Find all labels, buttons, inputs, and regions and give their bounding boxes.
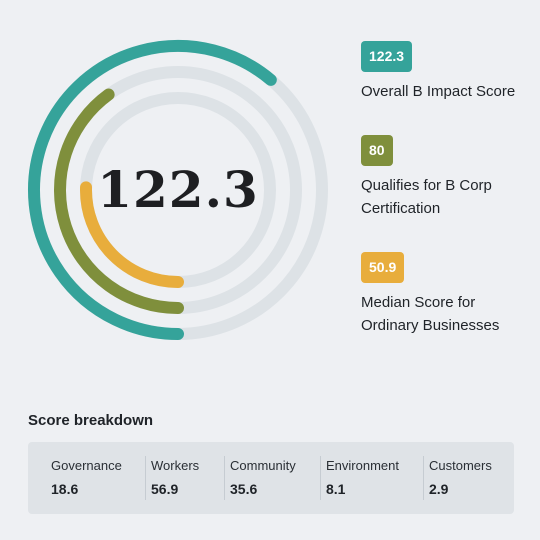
legend-item-median: 50.9 Median Score for Ordinary Businesse…: [361, 252, 531, 337]
median-score-label: Median Score for Ordinary Businesses: [361, 294, 500, 334]
overall-score-badge: 122.3: [361, 41, 413, 72]
breakdown-value: 8.1: [326, 481, 346, 497]
breakdown-label: Governance: [51, 458, 122, 473]
median-score-badge: 50.9: [361, 252, 405, 283]
legend-item-certification: 80 Qualifies for B Corp Certification: [361, 135, 531, 220]
breakdown-label: Environment: [326, 458, 399, 473]
breakdown-value: 56.9: [151, 481, 179, 497]
breakdown-value: 35.6: [230, 481, 258, 497]
breakdown-divider: [224, 456, 225, 500]
breakdown-panel: Governance 18.6 Workers 56.9 Community 3…: [28, 442, 514, 514]
breakdown-label: Community: [230, 458, 296, 473]
breakdown-value: 18.6: [51, 481, 79, 497]
ring-arc-median: [80, 181, 184, 288]
ring-arc-overall: [28, 40, 277, 340]
certification-score-badge: 80: [361, 135, 393, 166]
overall-score-label: Overall B Impact Score: [361, 83, 516, 100]
certification-score-label: Qualifies for B Corp Certification: [361, 177, 492, 217]
breakdown-divider: [423, 456, 424, 500]
breakdown-title: Score breakdown: [28, 412, 154, 429]
breakdown-label: Workers: [151, 458, 200, 473]
ring-arc-certification: [54, 88, 184, 314]
center-score: 122.3: [97, 160, 259, 219]
legend-item-overall: 122.3 Overall B Impact Score: [361, 41, 531, 103]
breakdown-label: Customers: [429, 458, 492, 473]
breakdown-divider: [145, 456, 146, 500]
breakdown-divider: [320, 456, 321, 500]
breakdown-value: 2.9: [429, 481, 449, 497]
